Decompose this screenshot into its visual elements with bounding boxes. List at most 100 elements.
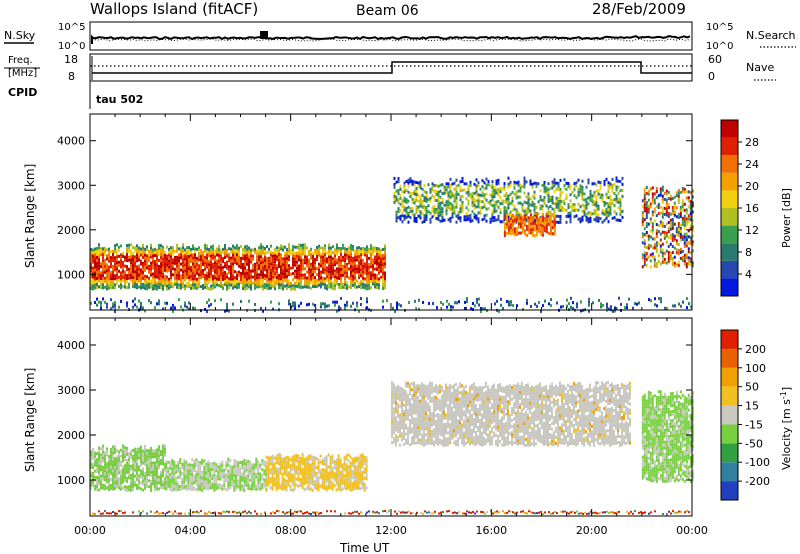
data-cell <box>673 237 676 241</box>
data-cell <box>154 455 156 459</box>
data-cell <box>296 254 298 258</box>
data-cell <box>156 269 158 273</box>
data-cell <box>215 475 218 479</box>
data-cell <box>411 212 414 216</box>
data-cell <box>683 208 686 212</box>
data-cell <box>98 467 100 471</box>
data-cell <box>136 244 138 248</box>
data-cell <box>353 463 356 466</box>
data-cell <box>220 254 222 258</box>
data-cell <box>419 213 422 217</box>
data-cell <box>415 187 418 190</box>
data-cell <box>234 252 236 256</box>
data-cell <box>98 476 100 480</box>
data-cell <box>307 478 310 482</box>
data-cell <box>330 252 332 256</box>
data-cell <box>683 235 686 239</box>
data-cell <box>526 301 528 305</box>
data-cell <box>289 485 292 489</box>
data-cell <box>326 275 328 279</box>
data-cell <box>471 204 474 208</box>
data-cell <box>282 248 284 252</box>
data-cell <box>423 217 426 220</box>
data-cell <box>202 284 204 287</box>
data-cell <box>495 188 498 192</box>
data-cell <box>255 475 258 479</box>
data-cell <box>328 249 330 253</box>
data-cell <box>517 180 520 184</box>
data-cell <box>259 484 262 488</box>
data-cell <box>302 258 304 262</box>
data-cell <box>407 190 410 194</box>
data-cell <box>457 216 460 220</box>
data-cell <box>313 456 316 460</box>
data-cell <box>278 277 280 280</box>
data-cell <box>559 190 562 194</box>
data-cell <box>214 273 216 277</box>
data-cell <box>160 253 162 257</box>
data-cell <box>201 461 204 465</box>
data-cell <box>525 180 528 184</box>
data-cell <box>681 255 684 259</box>
data-cell <box>306 258 308 262</box>
data-cell <box>306 255 308 259</box>
data-cell <box>255 472 258 476</box>
data-cell <box>339 485 342 489</box>
data-cell <box>90 272 92 275</box>
data-cell <box>380 266 382 270</box>
data-cell <box>409 207 412 211</box>
data-cell <box>591 197 594 201</box>
data-cell <box>316 273 318 276</box>
data-cell <box>421 193 424 197</box>
data-cell <box>276 258 278 262</box>
data-cell <box>158 279 160 283</box>
data-cell <box>202 275 204 278</box>
data-cell <box>651 228 654 232</box>
data-cell <box>615 197 618 201</box>
data-cell <box>351 476 354 480</box>
cpid-value: tau 502 <box>96 93 143 106</box>
data-cell <box>296 251 298 255</box>
data-cell <box>649 187 652 191</box>
data-cell <box>94 253 96 257</box>
data-cell <box>425 200 428 203</box>
data-cell <box>271 454 274 458</box>
noise-spike <box>260 31 268 39</box>
data-cell <box>114 481 116 484</box>
data-cell <box>370 280 372 284</box>
data-cell <box>288 264 290 268</box>
data-cell <box>527 219 530 223</box>
data-cell <box>192 265 194 269</box>
data-cell <box>593 191 596 195</box>
data-cell <box>186 282 188 286</box>
data-cell <box>238 246 240 250</box>
data-cell <box>351 488 354 492</box>
data-cell <box>557 184 560 188</box>
data-cell <box>134 468 136 472</box>
data-cell <box>443 191 446 195</box>
data-cell <box>384 274 386 278</box>
data-cell <box>551 180 554 184</box>
data-cell <box>216 253 218 257</box>
data-cell <box>178 274 180 278</box>
data-cell <box>368 256 370 260</box>
data-cell <box>485 183 488 187</box>
data-cell <box>299 466 302 469</box>
data-cell <box>323 477 326 481</box>
data-cell <box>199 466 202 470</box>
data-cell <box>580 309 582 313</box>
data-cell <box>477 220 480 224</box>
data-cell <box>232 280 234 284</box>
data-cell <box>476 300 478 304</box>
data-cell <box>399 187 402 191</box>
data-cell <box>201 470 204 474</box>
data-cell <box>162 453 164 457</box>
data-cell <box>312 261 314 264</box>
data-cell <box>306 282 308 286</box>
data-cell <box>417 214 420 218</box>
data-cell <box>136 259 138 263</box>
data-cell <box>179 476 182 479</box>
data-cell <box>195 479 198 483</box>
data-cell <box>148 452 150 456</box>
data-cell <box>437 193 440 197</box>
